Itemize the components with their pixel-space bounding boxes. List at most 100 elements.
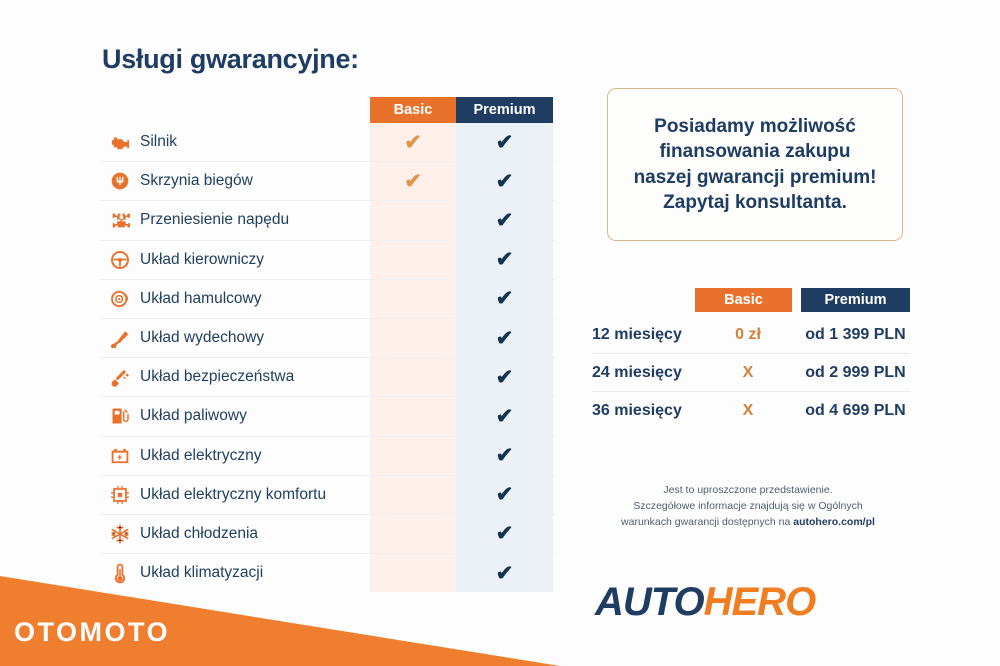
otomoto-logo: OTOMOTO — [14, 617, 171, 647]
service-premium-cell: ✔ — [456, 358, 553, 396]
service-row: Układ bezpieczeństwa ✔ — [100, 358, 555, 398]
price-premium-value: od 1 399 PLN — [805, 325, 906, 343]
price-term: 24 miesięcy — [592, 363, 682, 381]
price-premium-value: od 2 999 PLN — [805, 363, 906, 381]
price-basic-value: 0 zł — [735, 325, 761, 343]
price-column-header-basic: Basic — [695, 288, 792, 312]
pricing-header-spacer — [592, 288, 695, 312]
basic-column-band — [370, 97, 456, 593]
checkmark-icon: ✔ — [495, 326, 514, 350]
service-basic-cell — [370, 437, 456, 475]
service-basic-cell — [370, 280, 456, 318]
service-label: Układ bezpieczeństwa — [140, 368, 295, 386]
service-premium-cell: ✔ — [456, 476, 553, 514]
service-row: Układ elektryczny komfortu ✔ — [100, 476, 555, 515]
disclaimer-line-2: Szczegółowe informacje znajdują się w Og… — [633, 499, 863, 512]
exhaust-icon — [100, 329, 140, 348]
services-table: Basic Premium Silnik ✔ ✔ Skrzynia biegów ✔ ✔ P… — [100, 97, 555, 593]
snowflake-icon — [100, 524, 140, 544]
autohero-logo: AUTOHERO — [595, 580, 817, 625]
page-title: Usługi gwarancyjne: — [102, 44, 359, 74]
autohero-logo-hero: HERO — [703, 580, 817, 624]
service-row: Układ paliwowy ✔ — [100, 397, 555, 437]
service-premium-cell: ✔ — [456, 554, 553, 592]
service-basic-cell: ✔ — [370, 162, 456, 200]
price-row: 12 miesięcy 0 zł od 1 399 PLN — [592, 316, 910, 354]
service-row: Skrzynia biegów ✔ ✔ — [100, 162, 555, 202]
services-table-header: Basic Premium — [370, 97, 553, 123]
service-row: Układ kierowniczy ✔ — [100, 241, 555, 280]
service-row: Układ klimatyzacji ✔ — [100, 554, 555, 592]
checkmark-icon: ✔ — [495, 169, 514, 193]
checkmark-icon: ✔ — [495, 248, 514, 272]
service-basic-cell — [370, 319, 456, 357]
service-premium-cell: ✔ — [456, 162, 553, 200]
pricing-header-gap — [792, 288, 801, 312]
pricing-table-header: Basic Premium — [592, 288, 910, 312]
promo-line-2: finansowania zakupu — [659, 141, 851, 163]
service-label: Układ hamulcowy — [140, 289, 262, 307]
price-premium-value: od 4 699 PLN — [805, 401, 906, 419]
service-label: Układ wydechowy — [140, 329, 265, 347]
column-header-basic: Basic — [370, 97, 456, 123]
checkmark-icon: ✔ — [495, 561, 514, 585]
price-term: 36 miesięcy — [592, 401, 682, 419]
service-premium-cell: ✔ — [456, 241, 553, 279]
checkmark-icon: ✔ — [495, 483, 514, 507]
service-label: Skrzynia biegów — [140, 172, 253, 190]
autohero-logo-auto: AUTO — [595, 580, 705, 624]
checkmark-icon: ✔ — [495, 404, 514, 428]
service-basic-cell: ✔ — [370, 123, 456, 161]
service-premium-cell: ✔ — [456, 515, 553, 553]
service-premium-cell: ✔ — [456, 201, 553, 239]
service-label: Układ klimatyzacji — [140, 564, 264, 582]
disclaimer-line-3: warunkach gwarancji dostępnych na — [621, 515, 791, 528]
premium-column-band — [456, 97, 553, 593]
service-label: Układ chłodzenia — [140, 524, 259, 542]
service-premium-cell: ✔ — [456, 437, 553, 475]
service-row: Układ elektryczny ✔ — [100, 437, 555, 476]
service-premium-cell: ✔ — [456, 123, 553, 161]
service-basic-cell — [370, 241, 456, 279]
engine-icon — [100, 133, 140, 151]
gearbox-icon — [100, 171, 140, 191]
fuel-pump-icon — [100, 406, 140, 426]
service-label: Silnik — [140, 133, 178, 151]
service-label: Układ paliwowy — [140, 407, 247, 425]
service-basic-cell — [370, 515, 456, 553]
service-basic-cell — [370, 397, 456, 435]
checkmark-icon: ✔ — [404, 169, 422, 193]
service-label: Układ elektryczny komfortu — [140, 485, 327, 503]
thermometer-icon — [100, 563, 140, 584]
service-row: Układ hamulcowy ✔ — [100, 280, 555, 319]
checkmark-icon: ✔ — [495, 522, 514, 546]
service-premium-cell: ✔ — [456, 319, 553, 357]
service-basic-cell — [370, 201, 456, 239]
brake-disc-icon — [100, 289, 140, 309]
checkmark-icon: ✔ — [404, 130, 422, 154]
service-basic-cell — [370, 476, 456, 514]
checkmark-icon: ✔ — [495, 208, 514, 232]
price-basic-value: X — [742, 363, 754, 381]
column-header-premium: Premium — [456, 97, 553, 123]
services-table-body: Silnik ✔ ✔ Skrzynia biegów ✔ ✔ Przeniesienie n… — [100, 123, 555, 592]
chip-icon — [100, 485, 140, 505]
price-basic-value: X — [742, 401, 754, 419]
checkmark-icon: ✔ — [495, 444, 514, 468]
service-basic-cell — [370, 554, 456, 592]
pricing-table: Basic Premium 12 miesięcy 0 zł od 1 399 PL… — [592, 288, 910, 429]
service-row: Silnik ✔ ✔ — [100, 123, 555, 163]
autohero-website-link[interactable]: autohero.com/pl — [793, 515, 875, 528]
checkmark-icon: ✔ — [495, 287, 514, 311]
service-row: Układ wydechowy ✔ — [100, 319, 555, 359]
service-premium-cell: ✔ — [456, 397, 553, 435]
price-term: 12 miesięcy — [592, 325, 682, 343]
battery-icon — [100, 446, 140, 466]
service-row: Układ chłodzenia ✔ — [100, 515, 555, 555]
warranty-services-section: Usługi gwarancyjne: Basic Premium Silnik… — [100, 44, 555, 593]
service-row: Przeniesienie napędu ✔ — [100, 201, 555, 241]
